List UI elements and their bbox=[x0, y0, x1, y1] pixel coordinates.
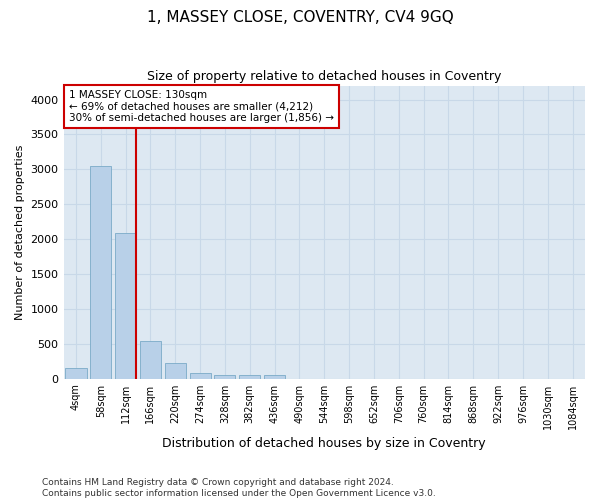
Bar bbox=[115, 234, 136, 378]
Title: Size of property relative to detached houses in Coventry: Size of property relative to detached ho… bbox=[147, 70, 502, 83]
Text: Contains HM Land Registry data © Crown copyright and database right 2024.
Contai: Contains HM Land Registry data © Crown c… bbox=[42, 478, 436, 498]
Bar bbox=[165, 363, 186, 378]
Bar bbox=[140, 341, 161, 378]
Bar bbox=[90, 166, 112, 378]
Y-axis label: Number of detached properties: Number of detached properties bbox=[15, 144, 25, 320]
Bar bbox=[239, 375, 260, 378]
Bar bbox=[65, 368, 86, 378]
Bar bbox=[190, 374, 211, 378]
X-axis label: Distribution of detached houses by size in Coventry: Distribution of detached houses by size … bbox=[163, 437, 486, 450]
Text: 1 MASSEY CLOSE: 130sqm
← 69% of detached houses are smaller (4,212)
30% of semi-: 1 MASSEY CLOSE: 130sqm ← 69% of detached… bbox=[69, 90, 334, 123]
Text: 1, MASSEY CLOSE, COVENTRY, CV4 9GQ: 1, MASSEY CLOSE, COVENTRY, CV4 9GQ bbox=[146, 10, 454, 25]
Bar bbox=[264, 375, 285, 378]
Bar bbox=[214, 374, 235, 378]
